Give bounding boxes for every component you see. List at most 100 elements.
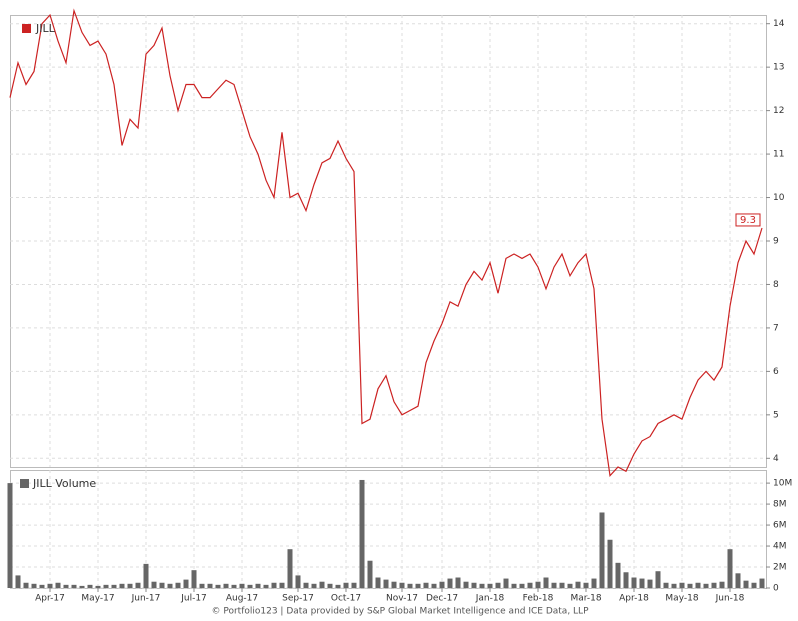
x-tick-label: May-18 [665, 594, 698, 604]
volume-bar [527, 582, 533, 588]
y-tick-label: 12 [773, 106, 784, 116]
volume-bar [215, 584, 221, 588]
y-tick-label: 7 [773, 323, 779, 333]
y-tick-label: 6M [773, 521, 787, 531]
volume-bar [111, 584, 117, 588]
volume-bar [319, 581, 325, 588]
y-tick-label: 0 [773, 584, 779, 594]
price-line [9, 8, 763, 478]
volume-bar [535, 581, 541, 588]
y-tick-label: 14 [773, 19, 785, 29]
x-tick-label: Jan-18 [475, 594, 505, 604]
volume-bar [495, 582, 501, 588]
x-tick-label: Apr-18 [619, 594, 649, 604]
legend-swatch [20, 479, 29, 488]
volume-bar [639, 578, 645, 588]
x-tick-label: Apr-17 [35, 594, 65, 604]
volume-bar [159, 582, 165, 588]
volume-bar [431, 583, 437, 588]
volume-bar [175, 582, 181, 588]
volume-bar [15, 575, 21, 588]
volume-bar [343, 582, 349, 588]
legend-label: JILL [35, 22, 56, 35]
volume-bar [735, 573, 741, 588]
volume-bar [407, 583, 413, 588]
volume-bar [679, 582, 685, 588]
x-tick-label: Jun-18 [715, 594, 745, 604]
x-tick-label: Mar-18 [570, 594, 601, 604]
volume-bar [191, 570, 197, 588]
volume-bar [671, 583, 677, 588]
y-tick-label: 10 [773, 193, 785, 203]
volume-bar [615, 562, 621, 588]
volume-bar [7, 483, 13, 588]
volume-bar [719, 581, 725, 588]
volume-bar [383, 579, 389, 588]
y-tick-label: 13 [773, 63, 784, 73]
volume-bar [751, 582, 757, 588]
volume-bar [623, 572, 629, 588]
volume-bar [183, 579, 189, 588]
volume-bar [367, 560, 373, 588]
x-tick-label: Aug-17 [226, 594, 258, 604]
y-tick-label: 2M [773, 563, 787, 573]
volume-bar [231, 584, 237, 588]
volume-bar [655, 571, 661, 588]
volume-bar [351, 582, 357, 588]
volume-bar [151, 581, 157, 588]
volume-bar [247, 584, 253, 588]
volume-bar [591, 578, 597, 588]
y-tick-label: 4M [773, 542, 787, 552]
volume-bar [463, 581, 469, 588]
y-tick-label: 8M [773, 500, 787, 510]
y-tick-label: 10M [773, 479, 792, 489]
volume-bar [71, 584, 77, 588]
volume-bar [167, 583, 173, 588]
volume-bar [479, 583, 485, 588]
y-tick-label: 11 [773, 150, 784, 160]
volume-bar [223, 583, 229, 588]
last-value-label: 9.3 [740, 215, 756, 226]
volume-bar [599, 512, 605, 588]
volume-bar [575, 581, 581, 588]
volume-bar [63, 584, 69, 588]
volume-bar [543, 577, 549, 588]
y-tick-label: 9 [773, 237, 779, 247]
y-tick-label: 5 [773, 410, 779, 420]
volume-bar [95, 585, 101, 588]
volume-bar [687, 583, 693, 588]
volume-bar [103, 584, 109, 588]
volume-bar [311, 583, 317, 588]
volume-bar [359, 479, 365, 588]
volume-bar [415, 583, 421, 588]
volume-bar [23, 582, 29, 588]
volume-bar [455, 577, 461, 588]
volume-bar [279, 582, 285, 588]
volume-bar [271, 582, 277, 588]
volume-bar [663, 582, 669, 588]
y-tick-label: 8 [773, 280, 779, 290]
volume-bar [559, 582, 565, 588]
volume-panel-frame [10, 470, 767, 589]
volume-bar [39, 584, 45, 588]
y-tick-label: 6 [773, 367, 779, 377]
volume-bar [727, 549, 733, 588]
volume-bar [423, 582, 429, 588]
footer: © Portfolio123 | Data provided by S&P Gl… [212, 607, 590, 617]
volume-bar [511, 583, 517, 588]
volume-bar [335, 584, 341, 588]
volume-bar [135, 582, 141, 588]
volume-bar [79, 585, 85, 588]
volume-bar [567, 583, 573, 588]
volume-bar [119, 583, 125, 588]
volume-bar [503, 578, 509, 588]
volume-bar [127, 583, 133, 588]
volume-bar [759, 578, 765, 588]
x-tick-label: Feb-18 [523, 594, 554, 604]
volume-bar [399, 582, 405, 588]
volume-bar [695, 582, 701, 588]
x-tick-label: Jul-17 [180, 594, 207, 604]
volume-bar [31, 583, 37, 588]
volume-bar [647, 579, 653, 588]
volume-bar [471, 582, 477, 588]
